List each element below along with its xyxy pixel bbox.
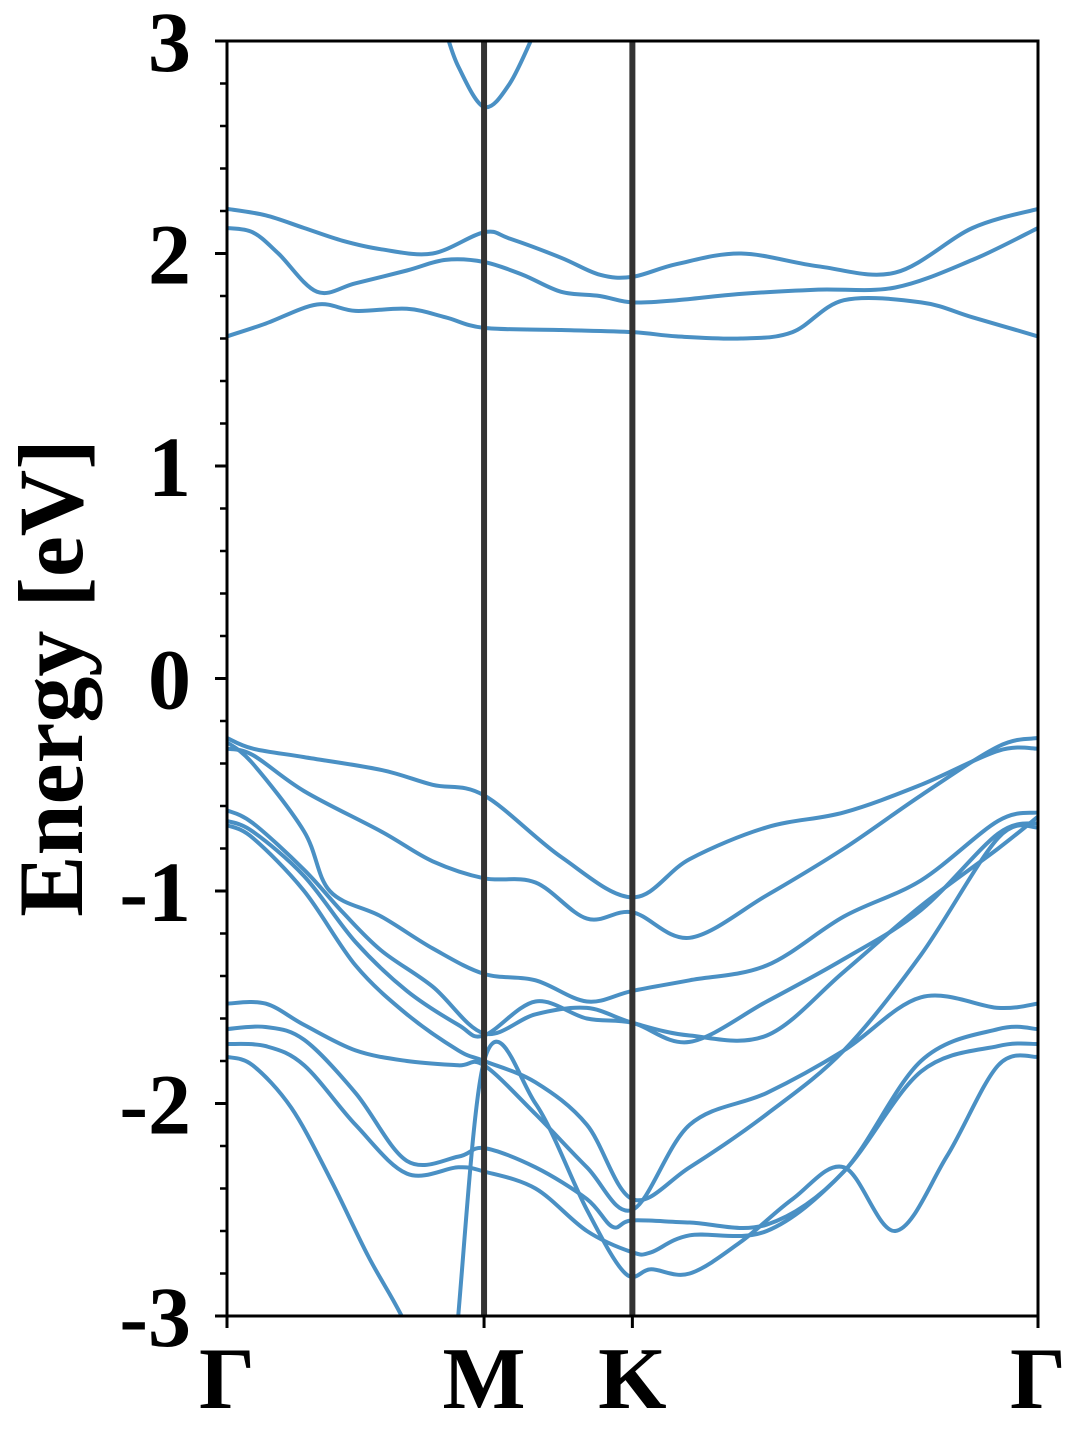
x-tick-label: M	[443, 1331, 526, 1428]
y-tick-label: 1	[148, 419, 191, 515]
band-line-2	[227, 226, 1038, 305]
band-line-10	[227, 823, 1038, 1203]
band-line-7	[227, 740, 1038, 1004]
x-tick-label: Γ	[199, 1331, 255, 1428]
y-tick-label: 2	[148, 207, 191, 303]
band-line-6	[227, 736, 1038, 940]
y-tick-label: 0	[148, 632, 191, 728]
band-line-12	[227, 1024, 1038, 1230]
plot-frame	[225, 39, 1040, 1318]
y-axis-ticks: 3 2 1 0 -1 -2 -3	[119, 0, 227, 1365]
band-line-1	[227, 206, 1038, 280]
x-tick-label: Γ	[1010, 1331, 1066, 1428]
y-tick-label: -2	[119, 1057, 191, 1153]
band-line-11	[227, 993, 1038, 1213]
band-line-14	[227, 1039, 1038, 1316]
band-lines	[227, 41, 1038, 1316]
band-line-3	[227, 295, 1038, 341]
y-tick-label: 3	[148, 0, 191, 90]
band-line-5	[227, 736, 1038, 900]
x-tick-label: K	[598, 1331, 666, 1428]
high-symmetry-dividers	[481, 41, 636, 1316]
band-line-9	[227, 818, 1038, 1045]
y-axis-label: Energy [eV]	[0, 439, 102, 917]
y-tick-label: -1	[119, 844, 191, 940]
y-tick-label: -3	[119, 1269, 191, 1365]
